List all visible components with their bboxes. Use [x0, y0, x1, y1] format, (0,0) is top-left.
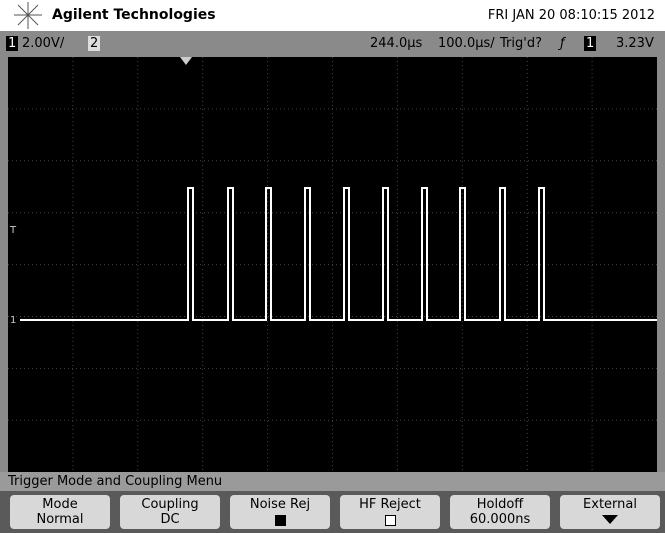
softkey-value: Normal [36, 512, 84, 527]
softkey[interactable]: Holdoff 60.000ns [450, 495, 550, 529]
softkey[interactable]: External [560, 495, 660, 529]
softkey-label: Holdoff [476, 497, 524, 512]
softkey[interactable]: HF Reject [340, 495, 440, 529]
softkey-icon [602, 515, 618, 524]
trigger-source: 1 [584, 36, 597, 51]
waveform [20, 187, 657, 321]
ch1-marker: 1 [10, 315, 16, 326]
timebase: 100.0µs/ [438, 36, 495, 51]
softkey[interactable]: Coupling DC [120, 495, 220, 529]
softkey[interactable]: Noise Rej [230, 495, 330, 529]
softkey-bar: Mode Normal Coupling DC Noise Rej HF Reject Ho… [0, 491, 665, 533]
softkey-label: External [583, 497, 637, 512]
display: T 1 [0, 57, 665, 472]
softkey-label: HF Reject [359, 497, 421, 512]
ch1-scale: 2.00V/ [22, 36, 65, 51]
ch2: 2 [88, 36, 101, 51]
softkey-icon [384, 515, 396, 526]
softkey[interactable]: Mode Normal [10, 495, 110, 529]
softkey-label: Coupling [141, 497, 199, 512]
trigger-level: 3.23V [616, 36, 654, 51]
logo [14, 2, 42, 29]
softkey-value: DC [160, 512, 180, 527]
softkey-label: Noise Rej [249, 497, 311, 512]
delay: 244.0µs [370, 36, 423, 51]
ch1: 1 [6, 36, 19, 51]
trigger-marker: T [9, 225, 17, 236]
softkey-value: 60.000ns [469, 512, 531, 527]
softkey-label: Mode [42, 497, 78, 512]
softkey-icon [274, 515, 286, 526]
datetime: FRI JAN 20 08:10:15 2012 [487, 8, 655, 23]
trigger-state: Trig'd? [500, 36, 542, 51]
menu-title: Trigger Mode and Coupling Menu [0, 472, 665, 491]
brand: Agilent Technologies [52, 7, 216, 23]
edge: ƒ [560, 36, 565, 51]
status-bar: 1 2.00V/ 2 244.0µs 100.0µs/ Trig'd? ƒ 1 … [0, 31, 665, 57]
header: Agilent Technologies FRI JAN 20 08:10:15… [0, 0, 665, 31]
